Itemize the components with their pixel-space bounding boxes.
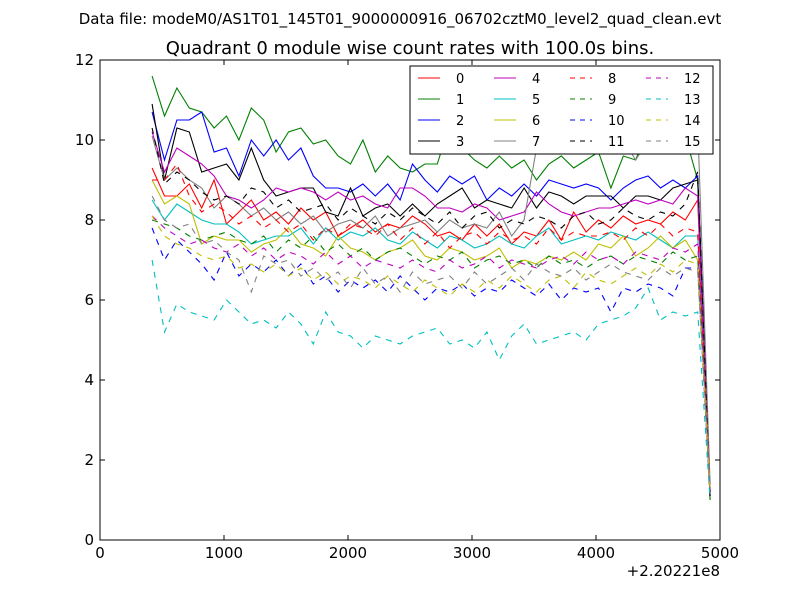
- series-line-5: [151, 199, 711, 489]
- legend-label-5: 5: [532, 93, 540, 108]
- series-line-0: [151, 167, 711, 501]
- y-tick-label: 4: [84, 371, 94, 389]
- x-tick-label: 5000: [701, 544, 739, 562]
- x-offset-label: +2.20221e8: [627, 562, 720, 580]
- x-tick-label: 0: [95, 544, 105, 562]
- legend-label-15: 15: [684, 135, 701, 150]
- series-line-1: [151, 75, 711, 501]
- legend-label-13: 13: [684, 93, 701, 108]
- series-line-6: [151, 179, 711, 489]
- y-tick-label: 2: [84, 451, 94, 469]
- legend-label-8: 8: [608, 72, 616, 87]
- legend-label-14: 14: [684, 114, 701, 129]
- series-line-12: [151, 215, 711, 489]
- x-tick-label: 1000: [205, 544, 243, 562]
- chart-title: Quadrant 0 module wise count rates with …: [166, 38, 655, 59]
- legend-label-11: 11: [608, 135, 625, 150]
- series-line-13: [151, 259, 711, 501]
- legend-label-6: 6: [532, 114, 540, 129]
- y-tick-label: 12: [75, 51, 94, 69]
- legend-label-9: 9: [608, 93, 616, 108]
- legend-label-4: 4: [532, 72, 540, 87]
- y-tick-label: 10: [75, 131, 94, 149]
- legend-label-12: 12: [684, 72, 701, 87]
- x-tick-label: 2000: [329, 544, 367, 562]
- y-tick-label: 0: [84, 531, 94, 549]
- series-line-9: [151, 219, 711, 489]
- legend-label-7: 7: [532, 135, 540, 150]
- legend-label-10: 10: [608, 114, 625, 129]
- x-axis: 0 1000 2000 3000 4000 5000: [95, 60, 739, 562]
- y-tick-label: 8: [84, 211, 94, 229]
- series-line-3: [151, 103, 711, 497]
- series-line-15: [151, 195, 711, 489]
- x-tick-label: 4000: [577, 544, 615, 562]
- series-line-11: [151, 127, 711, 501]
- legend-label-2: 2: [456, 114, 464, 129]
- series-line-2: [151, 111, 711, 493]
- series-layer: [151, 75, 711, 501]
- datafile-header: Data file: modeM0/AS1T01_145T01_90000009…: [79, 10, 722, 29]
- legend-label-3: 3: [456, 135, 464, 150]
- y-tick-label: 6: [84, 291, 94, 309]
- legend-label-0: 0: [456, 72, 464, 87]
- legend-box: [409, 65, 714, 155]
- legend-label-1: 1: [456, 93, 464, 108]
- series-line-8: [152, 162, 711, 493]
- x-tick-label: 3000: [453, 544, 491, 562]
- series-line-4: [151, 131, 711, 493]
